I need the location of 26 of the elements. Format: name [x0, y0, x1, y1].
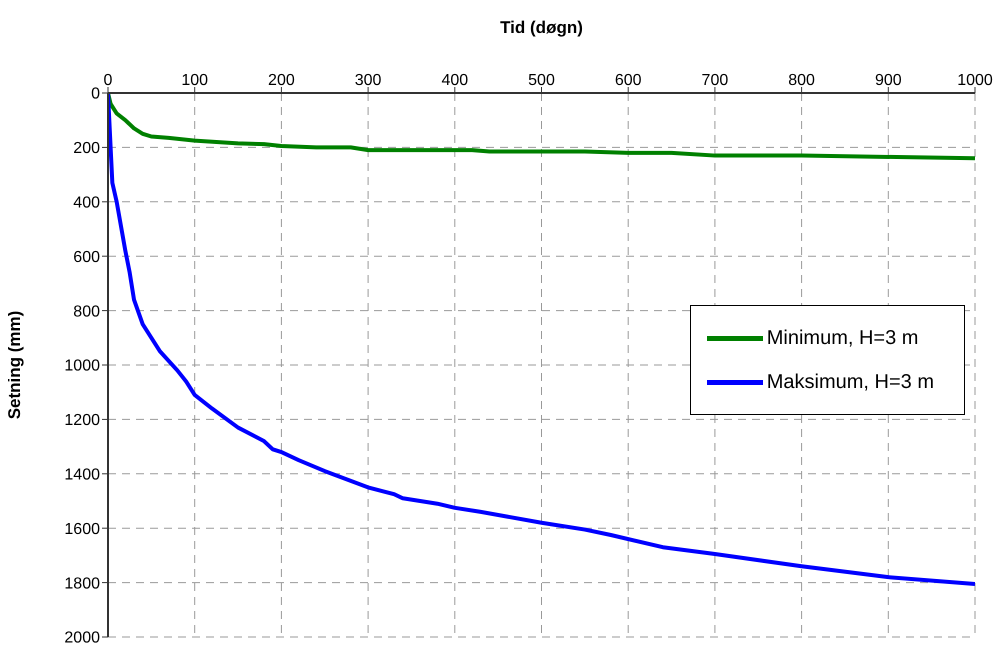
x-axis-title: Tid (døgn) — [500, 18, 583, 38]
y-tick-label: 0 — [91, 86, 100, 103]
legend-label: Minimum, H=3 m — [766, 326, 918, 351]
y-tick-label: 1800 — [64, 575, 100, 592]
legend-label: Maksimum, H=3 m — [766, 370, 934, 395]
x-tick-label: 200 — [268, 72, 295, 89]
x-tick-label: 500 — [528, 72, 555, 89]
y-tick-label: 1200 — [64, 412, 100, 430]
y-tick-label: 800 — [73, 303, 100, 320]
y-tick-label: 200 — [73, 140, 100, 158]
y-tick-label: 1400 — [64, 466, 100, 484]
y-tick-label: 400 — [73, 194, 100, 212]
x-tick-label: 0 — [104, 72, 113, 89]
y-tick-label: 600 — [73, 248, 100, 266]
x-tick-label: 700 — [702, 72, 728, 89]
x-tick-label: 600 — [614, 72, 642, 89]
y-axis-title: Setning (mm) — [5, 310, 24, 420]
x-tick-label: 900 — [874, 72, 902, 89]
x-tick-label: 100 — [181, 72, 208, 89]
x-tick-label: 1000 — [957, 72, 993, 89]
y-tick-label: 1000 — [64, 358, 100, 375]
y-tick-label: 1600 — [64, 520, 100, 538]
y-tick-label: 2000 — [64, 630, 100, 645]
x-tick-label: 800 — [788, 72, 816, 89]
x-tick-label: 300 — [354, 72, 382, 89]
x-tick-label: 400 — [441, 72, 468, 89]
